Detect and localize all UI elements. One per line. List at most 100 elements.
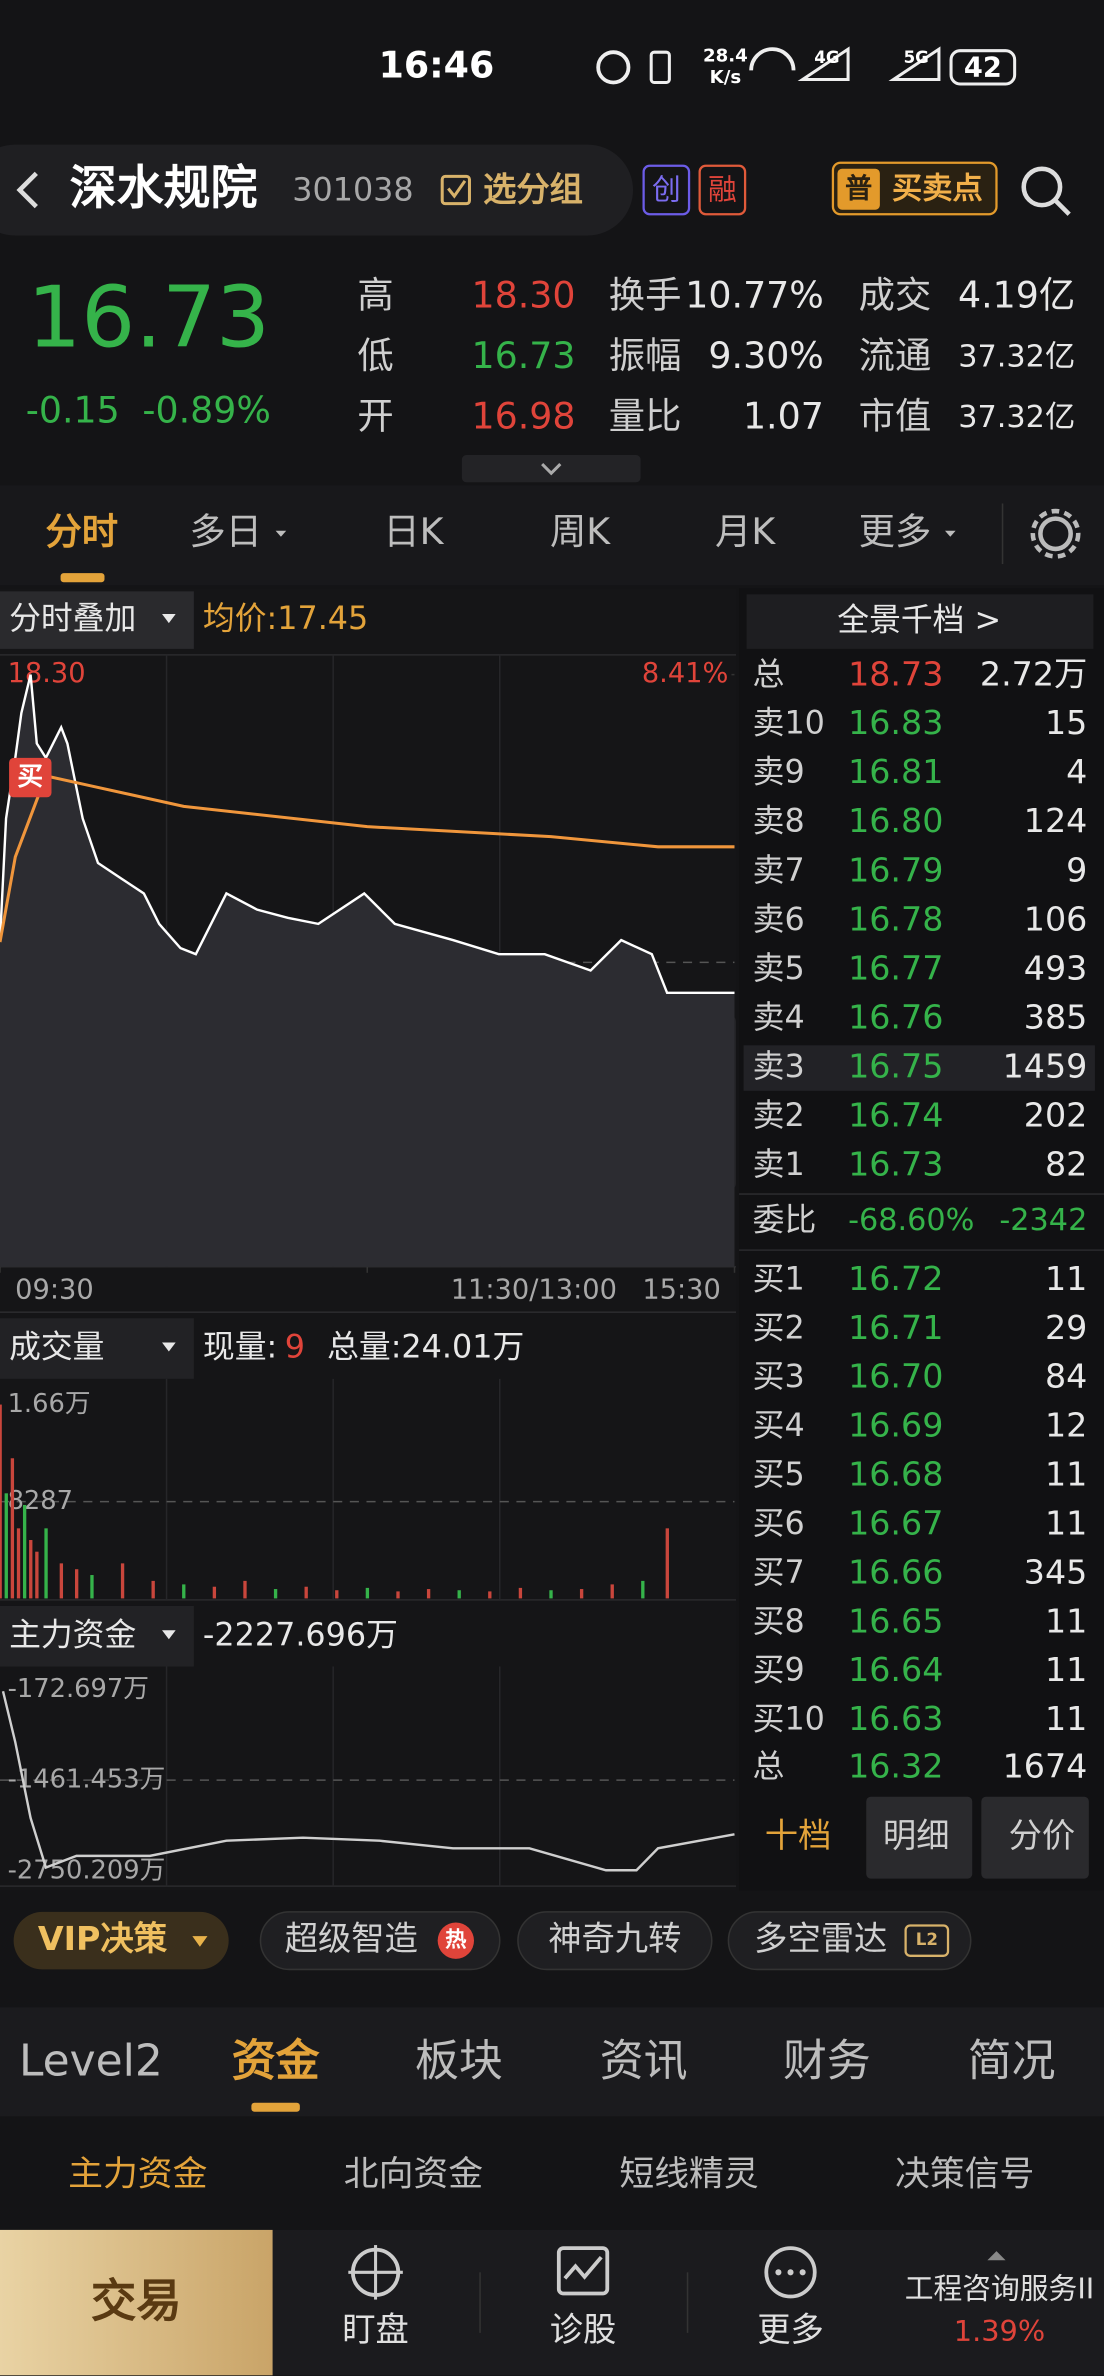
stock-code: 301038 [292,172,413,209]
dropdown-arrow [162,1342,176,1352]
x-tick-label: 09:30 [15,1274,94,1305]
nav-item[interactable]: 盯盘 [342,2310,409,2349]
badge: 普 [845,173,872,205]
level-price: 16.63 [848,1699,943,1738]
level-volume: 9 [1066,850,1087,889]
level-price: 16.65 [848,1601,943,1640]
level-price: 16.79 [848,850,943,889]
volume-bar [120,1563,125,1599]
volume-bar [243,1580,247,1599]
level-label: 买3 [753,1358,805,1395]
level-label: 卖1 [753,1146,805,1183]
signal-label: 4G [814,48,839,67]
current-volume-label: 现量: [203,1329,277,1366]
stat-value: 37.32亿 [958,340,1075,375]
level-label: 总 [753,656,785,693]
stat-label: 成交 [859,274,932,317]
stat-value: 1.07 [743,395,824,438]
signal-button[interactable]: 买卖点 [892,172,983,207]
sub-tab[interactable]: 短线精灵 [619,2154,758,2194]
y-tick-label: 18.30 [8,658,86,689]
price: 16.73 [27,268,270,367]
section-tab[interactable]: 资讯 [600,2035,688,2086]
volume-bar [22,1504,27,1599]
section-tab[interactable]: 财务 [783,2035,871,2086]
section-tab[interactable]: 简况 [968,2035,1056,2086]
volume-bar [29,1540,33,1599]
volume-bar [44,1528,48,1599]
period-tab[interactable]: 更多 [859,510,932,553]
level-volume: 11 [1045,1699,1087,1738]
level-price: 16.78 [848,899,943,938]
order-book-title[interactable]: 全景千档 > [837,602,1001,639]
sub-tab[interactable]: 北向资金 [344,2154,483,2194]
stat-label: 量比 [609,395,682,438]
tool-button[interactable]: 多空雷达 [754,1919,887,1958]
period-tab[interactable]: 周K [550,510,611,553]
trade-button[interactable]: 交易 [91,2275,182,2328]
period-tab[interactable]: 多日 [189,510,262,553]
stat-label: 开 [357,395,393,438]
volume-bar [35,1551,39,1599]
ratio-diff: -2342 [999,1203,1087,1238]
dropdown-arrow [275,530,287,537]
stat-value: 18.30 [471,274,575,317]
level-volume: 345 [1024,1552,1088,1591]
tool-button[interactable]: 超级智造 [285,1919,418,1958]
period-tab[interactable]: 日K [383,510,444,553]
tool-button[interactable]: VIP决策 [38,1919,168,1958]
period-tab[interactable]: 分时 [45,510,118,553]
volume-bar [212,1586,217,1599]
level-price: 16.77 [848,948,943,987]
level-volume: 4 [1066,752,1087,791]
change-pct: -0.89% [142,389,271,432]
net-speed: 28.4 [703,46,748,67]
sub-tab[interactable]: 决策信号 [895,2154,1034,2194]
nav-item[interactable]: 诊股 [550,2310,617,2349]
nav-item[interactable]: 更多 [757,2310,824,2349]
volume-bar [59,1563,64,1599]
ratio-pct: -68.60% [848,1203,974,1238]
order-book-button[interactable]: 十档 [765,1816,832,1855]
volume-bar [273,1589,278,1599]
level-label: 买2 [753,1309,805,1346]
level-volume: 202 [1024,1096,1088,1135]
tag: 融 [708,173,737,207]
section-tab[interactable]: Level2 [19,2035,163,2086]
group-button[interactable]: 选分组 [483,170,583,209]
sub-tab[interactable]: 主力资金 [68,2154,207,2194]
dropdown-arrow [944,530,956,537]
volume-bar [641,1580,645,1599]
section-tab[interactable]: 资金 [232,2035,320,2086]
signal-label: 5G [904,48,929,67]
funds-value: -2227.696万 [203,1616,398,1653]
volume-bar [90,1575,94,1599]
level-label: 卖6 [753,901,805,938]
order-book-button[interactable]: 分价 [1009,1816,1076,1855]
level-label: 卖8 [753,803,805,840]
order-book-button[interactable]: 明细 [883,1816,950,1855]
level-label: 买6 [753,1505,805,1542]
volume-bar [426,1589,431,1599]
stat-value: 16.73 [471,334,575,377]
section-tab[interactable]: 板块 [415,2035,503,2086]
battery: 42 [964,52,1002,83]
level-price: 16.69 [848,1406,943,1445]
level-label: 买10 [753,1701,825,1738]
level-volume: 82 [1045,1145,1087,1184]
y-tick-label: 1.66万 [8,1389,91,1419]
y-tick-label: -1461.453万 [8,1765,166,1795]
overlay-selector[interactable]: 分时叠加 [9,600,136,637]
volume-selector[interactable]: 成交量 [9,1329,104,1366]
tool-button[interactable]: 神奇九转 [548,1919,681,1958]
funds-selector[interactable]: 主力资金 [9,1616,136,1653]
period-tab[interactable]: 月K [715,510,776,553]
y-tick-label: -172.697万 [8,1674,149,1704]
level-price: 16.68 [848,1455,943,1494]
stat-label: 市值 [859,395,932,438]
stat-value: 16.98 [471,395,575,438]
level-label: 卖9 [753,754,805,791]
level-volume: 29 [1045,1308,1087,1347]
stat-label: 低 [357,334,393,377]
buy-marker-bg [9,757,52,798]
